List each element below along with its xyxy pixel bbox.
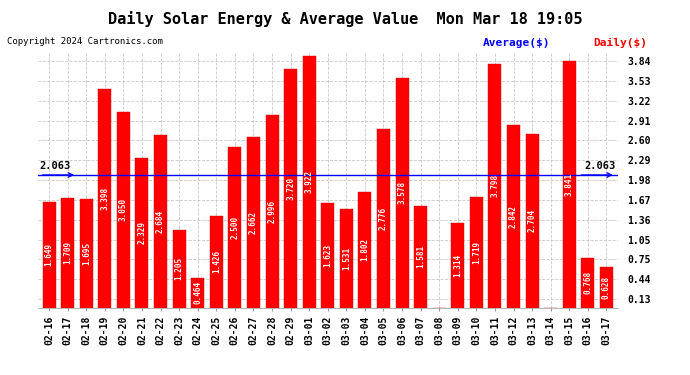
Bar [377,129,390,308]
Text: 0.464: 0.464 [193,281,202,304]
Text: 2.500: 2.500 [230,216,239,239]
Text: 3.841: 3.841 [564,172,574,196]
Bar [135,158,148,308]
Text: 2.704: 2.704 [528,209,537,232]
Text: 2.776: 2.776 [379,207,388,230]
Bar [43,202,56,308]
Bar [228,147,242,308]
Bar [340,209,353,308]
Text: 1.709: 1.709 [63,241,72,264]
Bar [210,216,223,308]
Bar [117,112,130,308]
Bar [247,136,260,308]
Text: Daily($): Daily($) [593,38,647,48]
Bar [358,192,371,308]
Bar [489,63,502,308]
Text: 2.063: 2.063 [584,161,615,171]
Text: 2.684: 2.684 [156,210,165,233]
Text: 3.798: 3.798 [491,174,500,197]
Text: 2.996: 2.996 [268,200,277,223]
Text: 1.802: 1.802 [360,238,369,261]
Bar [284,69,297,308]
Bar [414,206,427,308]
Text: 1.205: 1.205 [175,257,184,280]
Bar [470,197,483,308]
Text: 0.628: 0.628 [602,276,611,299]
Text: Copyright 2024 Cartronics.com: Copyright 2024 Cartronics.com [7,38,163,46]
Text: 3.578: 3.578 [397,181,406,204]
Bar [61,198,75,308]
Bar [563,61,575,308]
Bar [80,199,92,308]
Text: 1.719: 1.719 [472,241,481,264]
Bar [303,56,316,308]
Text: 1.623: 1.623 [323,244,333,267]
Text: 3.398: 3.398 [100,187,109,210]
Bar [395,78,408,308]
Bar [600,267,613,308]
Bar [322,203,334,308]
Bar [507,125,520,308]
Text: Daily Solar Energy & Average Value  Mon Mar 18 19:05: Daily Solar Energy & Average Value Mon M… [108,11,582,27]
Bar [98,89,111,308]
Text: 1.649: 1.649 [45,243,54,266]
Bar [581,258,594,308]
Text: 1.314: 1.314 [453,254,462,277]
Bar [526,134,539,308]
Text: Average($): Average($) [483,38,551,48]
Bar [451,223,464,308]
Text: 2.662: 2.662 [249,210,258,234]
Text: 3.050: 3.050 [119,198,128,221]
Bar [266,115,279,308]
Bar [154,135,167,308]
Text: 2.063: 2.063 [40,161,71,171]
Text: 1.581: 1.581 [416,245,425,268]
Bar [172,230,186,308]
Text: 2.842: 2.842 [509,205,518,228]
Text: 1.695: 1.695 [81,242,91,265]
Text: 1.426: 1.426 [212,250,221,273]
Text: 1.531: 1.531 [342,247,351,270]
Text: 3.922: 3.922 [305,170,314,193]
Text: 0.768: 0.768 [583,271,592,294]
Text: 2.329: 2.329 [137,221,146,244]
Bar [191,278,204,308]
Text: 3.720: 3.720 [286,177,295,200]
